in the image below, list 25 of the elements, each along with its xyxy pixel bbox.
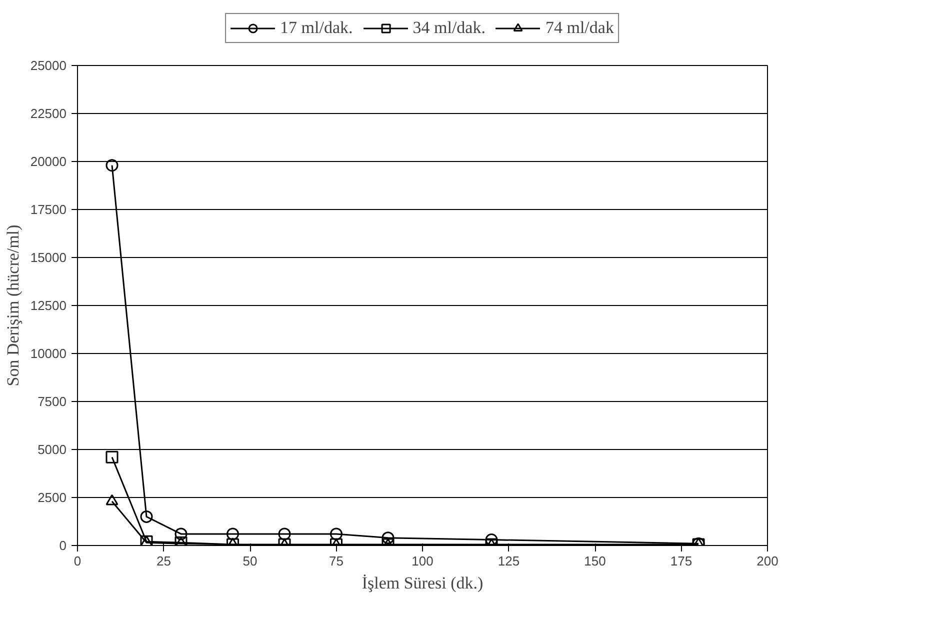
y-tick-label: 10000 — [30, 346, 67, 361]
x-axis-title: İşlem Süresi (dk.) — [362, 574, 484, 592]
x-tick-label: 200 — [756, 554, 778, 568]
legend-label: 74 ml/dak — [545, 18, 614, 38]
x-tick-label: 125 — [498, 554, 520, 568]
y-tick-label: 22500 — [30, 106, 67, 121]
y-axis-title: Son Derişim (hücre/ml) — [3, 224, 22, 386]
y-tick-label: 7500 — [38, 394, 66, 409]
x-tick-label: 75 — [329, 554, 344, 568]
y-tick-label: 12500 — [30, 298, 67, 313]
x-tick-label: 50 — [242, 554, 258, 568]
x-tick-label: 25 — [156, 554, 171, 568]
y-tick-label: 25000 — [30, 58, 67, 73]
x-tick-label: 175 — [670, 554, 692, 568]
y-tick-label: 20000 — [30, 154, 67, 169]
y-tick-label: 5000 — [38, 442, 66, 457]
x-tick-label: 150 — [584, 554, 606, 568]
legend-label: 34 ml/dak. — [412, 18, 486, 38]
y-tick-label: 2500 — [38, 490, 66, 505]
y-tick-label: 15000 — [30, 250, 67, 265]
legend-label: 17 ml/dak. — [280, 18, 353, 38]
x-tick-label: 0 — [74, 554, 82, 568]
x-tick-label: 100 — [412, 554, 434, 568]
y-tick-label: 17500 — [30, 202, 67, 217]
y-tick-label: 0 — [59, 538, 67, 553]
